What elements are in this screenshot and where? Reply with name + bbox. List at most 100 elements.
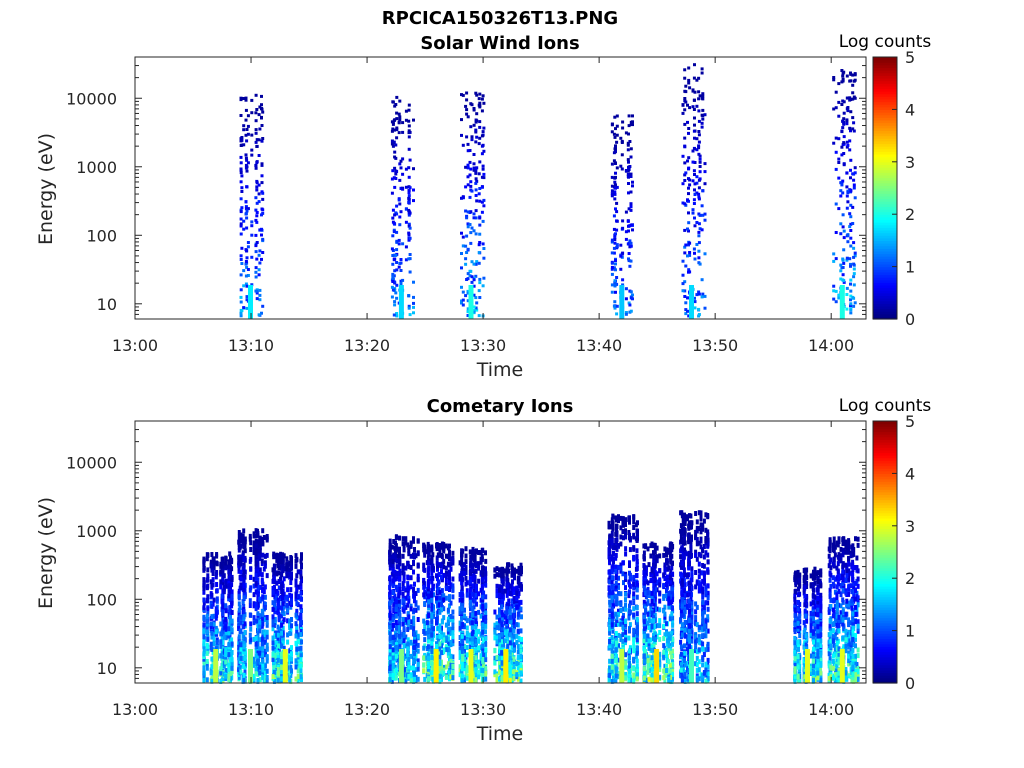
colorbar-segment <box>873 195 897 200</box>
data-cell <box>407 129 411 133</box>
data-cell <box>280 659 284 665</box>
data-cell <box>686 120 689 124</box>
data-cell <box>254 140 258 144</box>
data-cell <box>408 130 412 134</box>
data-cell <box>260 181 264 185</box>
data-cell <box>465 234 469 238</box>
data-cell <box>246 132 250 136</box>
data-cell <box>221 658 225 664</box>
data-cell <box>442 597 446 603</box>
data-cell <box>257 200 261 204</box>
data-cell <box>390 598 394 604</box>
data-cell <box>510 627 514 633</box>
data-cell <box>391 249 395 252</box>
data-cell <box>430 610 434 616</box>
data-cell <box>698 160 702 164</box>
data-cell <box>484 558 488 564</box>
data-cell <box>474 638 478 644</box>
data-cell <box>701 117 705 121</box>
data-cell <box>614 183 617 187</box>
data-cell <box>401 187 405 191</box>
data-cell <box>243 539 247 545</box>
data-cell <box>438 609 442 615</box>
data-cell <box>470 641 474 647</box>
colorbar-segment <box>873 258 897 262</box>
data-cell <box>265 658 269 664</box>
data-cell <box>610 261 614 265</box>
data-cell <box>472 162 476 166</box>
data-cell <box>255 257 259 261</box>
data-cell <box>404 536 408 542</box>
data-cell <box>407 673 411 679</box>
data-cell <box>209 579 213 585</box>
data-cell <box>493 660 497 666</box>
data-cell <box>404 634 408 640</box>
data-cell <box>402 574 406 580</box>
data-cell <box>228 637 232 643</box>
colorbar-segment <box>873 303 897 307</box>
data-cell <box>243 621 247 627</box>
data-cell <box>697 195 701 199</box>
data-cell <box>444 635 448 641</box>
data-cell <box>230 665 234 671</box>
data-cell <box>406 590 410 596</box>
data-cell <box>221 643 225 649</box>
data-cell <box>252 583 256 589</box>
data-cell <box>395 283 399 287</box>
data-cell <box>242 124 246 128</box>
data-cell <box>442 572 446 578</box>
data-cell <box>697 90 701 94</box>
data-cell <box>299 558 303 564</box>
data-cell <box>615 243 619 247</box>
data-cell <box>249 566 253 572</box>
data-cell <box>407 213 411 217</box>
data-cell <box>482 590 486 596</box>
data-cell <box>237 626 241 631</box>
data-cell <box>442 545 446 551</box>
data-cell <box>248 632 252 638</box>
data-cell <box>416 538 420 544</box>
data-cell <box>300 620 303 626</box>
data-cell <box>242 128 246 132</box>
data-cell <box>688 106 692 110</box>
data-cell <box>853 166 857 170</box>
data-cell <box>243 669 247 675</box>
colorbar-segment <box>873 106 897 110</box>
colorbar-segment <box>873 91 897 95</box>
data-cell <box>280 559 284 565</box>
data-cell <box>683 76 687 80</box>
data-cell <box>619 136 623 140</box>
data-cell <box>842 117 846 121</box>
data-cell <box>693 224 697 228</box>
data-cell <box>281 560 285 566</box>
data-cell <box>416 573 420 579</box>
data-cell <box>245 158 249 162</box>
data-cell <box>475 308 479 312</box>
data-cell <box>481 629 485 635</box>
data-cell <box>271 635 275 641</box>
data-cell <box>394 169 398 173</box>
data-cell <box>239 222 243 226</box>
data-cell <box>629 296 633 300</box>
data-cell <box>848 148 852 152</box>
data-cell <box>845 206 849 210</box>
data-cell <box>464 185 468 189</box>
colorbar-segment <box>873 148 897 152</box>
data-cell <box>475 621 478 627</box>
data-cell <box>841 79 845 83</box>
data-cell <box>626 158 630 162</box>
data-cell <box>261 208 265 212</box>
data-cell <box>695 243 699 246</box>
data-cell <box>684 301 688 305</box>
data-cell <box>391 663 395 669</box>
data-cell <box>388 654 392 660</box>
data-cell <box>848 225 852 229</box>
data-cell <box>842 152 846 155</box>
data-cell <box>202 678 206 683</box>
data-cell <box>613 236 617 240</box>
data-cell <box>256 642 260 648</box>
data-cell <box>697 109 701 113</box>
data-cell <box>214 646 218 652</box>
data-cell <box>832 141 836 145</box>
data-cell <box>397 112 401 116</box>
